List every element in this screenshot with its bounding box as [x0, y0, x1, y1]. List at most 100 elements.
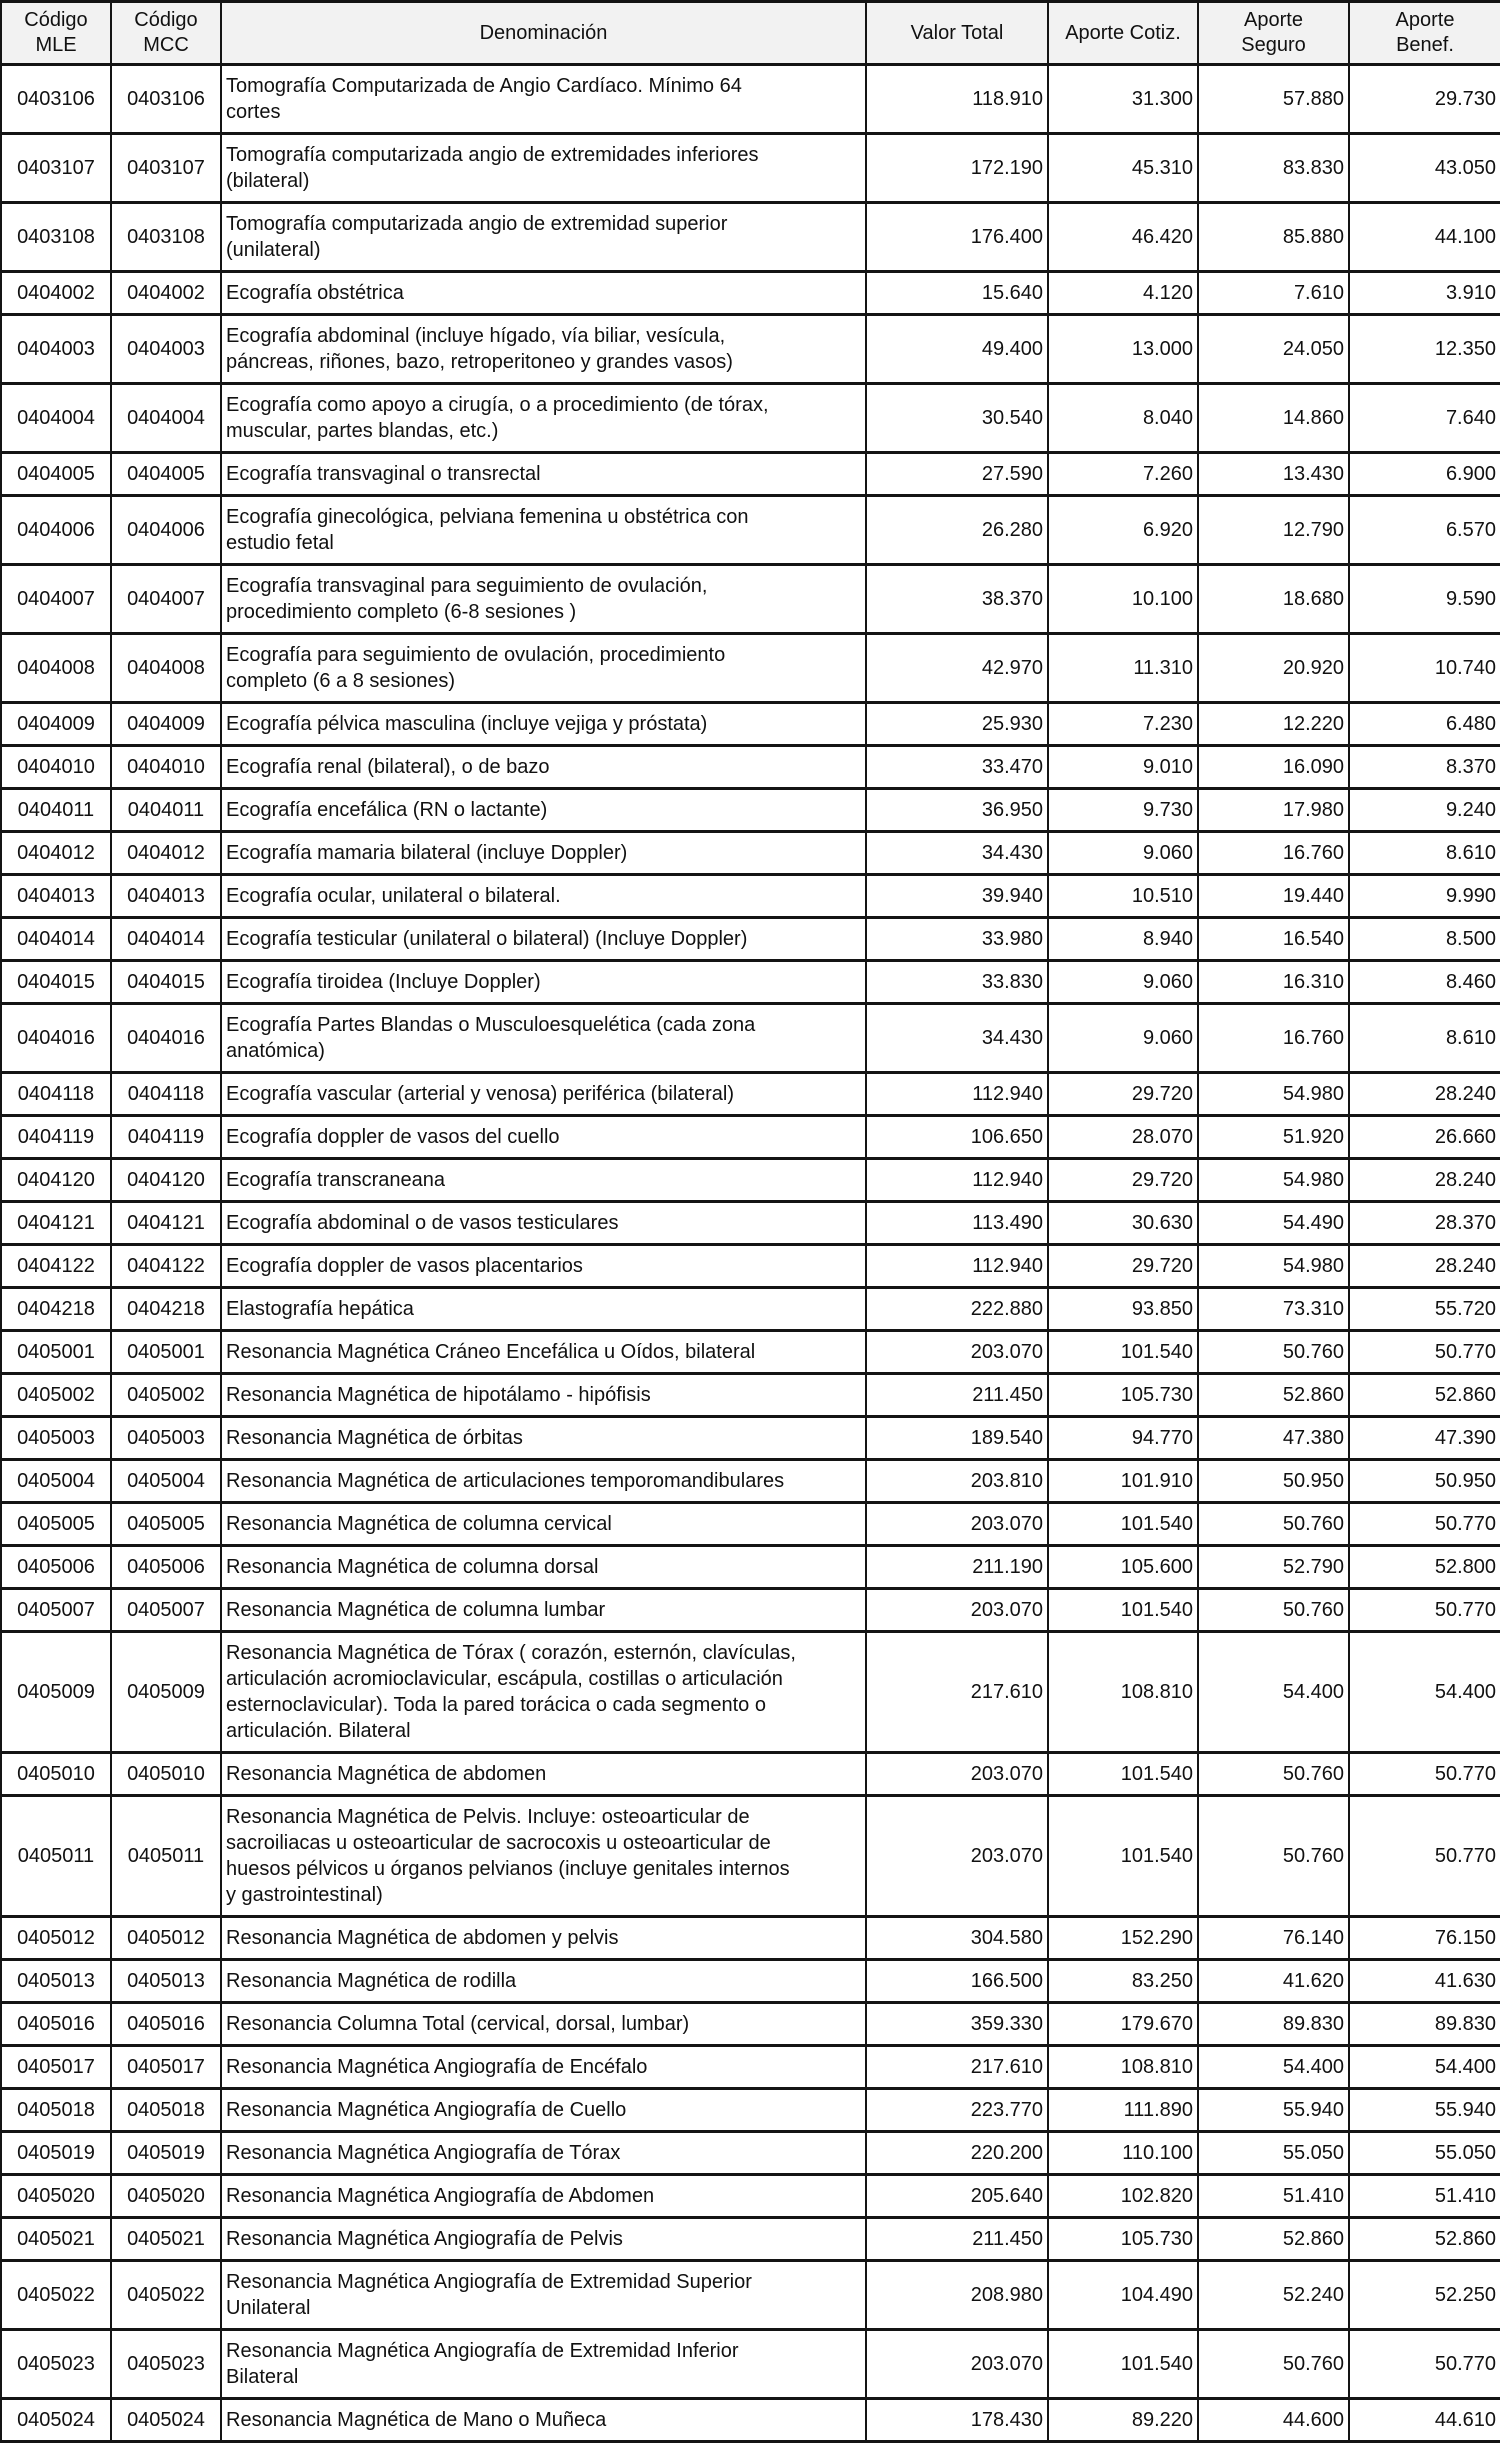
valor-total-cell: 359.330 — [865, 2001, 1049, 2047]
aporte-cotiz-cell: 94.770 — [1047, 1415, 1199, 1461]
column-header-valor-total: Valor Total — [865, 0, 1049, 66]
table-row: 0404015 0404015 Ecografía tiroidea (Incl… — [0, 959, 1500, 1005]
aporte-benef-cell: 6.900 — [1348, 451, 1500, 497]
aporte-seguro-cell: 24.050 — [1197, 313, 1350, 385]
aporte-cotiz-cell: 46.420 — [1047, 201, 1199, 273]
codigo-mle-cell: 0404008 — [0, 632, 112, 704]
table-row: 0404016 0404016 Ecografía Partes Blandas… — [0, 1002, 1500, 1074]
codigo-mle-cell: 0404009 — [0, 701, 112, 747]
codigo-mle-cell: 0405018 — [0, 2087, 112, 2133]
valor-total-cell: 33.980 — [865, 916, 1049, 962]
aporte-benef-cell: 6.480 — [1348, 701, 1500, 747]
aporte-cotiz-cell: 101.540 — [1047, 1751, 1199, 1797]
aporte-seguro-cell: 47.380 — [1197, 1415, 1350, 1461]
valor-total-cell: 112.940 — [865, 1243, 1049, 1289]
aporte-benef-cell: 52.800 — [1348, 1544, 1500, 1590]
aporte-cotiz-cell: 105.730 — [1047, 1372, 1199, 1418]
aporte-benef-cell: 52.860 — [1348, 1372, 1500, 1418]
codigo-mcc-cell: 0403107 — [110, 132, 222, 204]
column-header-aporte-cotiz: Aporte Cotiz. — [1047, 0, 1199, 66]
aporte-cotiz-cell: 105.730 — [1047, 2216, 1199, 2262]
codigo-mcc-cell: 0404122 — [110, 1243, 222, 1289]
aporte-cotiz-cell: 101.540 — [1047, 1794, 1199, 1918]
aporte-cotiz-cell: 10.100 — [1047, 563, 1199, 635]
denominacion-cell: Resonancia Magnética de órbitas — [220, 1415, 867, 1461]
aporte-cotiz-cell: 45.310 — [1047, 132, 1199, 204]
codigo-mle-cell: 0404010 — [0, 744, 112, 790]
table-row: 0404218 0404218 Elastografía hepática 22… — [0, 1286, 1500, 1332]
codigo-mle-cell: 0404016 — [0, 1002, 112, 1074]
aporte-seguro-cell: 16.760 — [1197, 830, 1350, 876]
denominacion-cell: Resonancia Magnética Angiografía de Encé… — [220, 2044, 867, 2090]
aporte-benef-cell: 54.400 — [1348, 1630, 1500, 1754]
codigo-mcc-cell: 0404005 — [110, 451, 222, 497]
codigo-mcc-cell: 0404006 — [110, 494, 222, 566]
aporte-seguro-cell: 50.760 — [1197, 1329, 1350, 1375]
codigo-mle-cell: 0405007 — [0, 1587, 112, 1633]
denominacion-cell: Ecografía para seguimiento de ovulación,… — [220, 632, 867, 704]
aporte-seguro-cell: 55.050 — [1197, 2130, 1350, 2176]
aporte-cotiz-cell: 29.720 — [1047, 1157, 1199, 1203]
denominacion-cell: Resonancia Magnética de rodilla — [220, 1958, 867, 2004]
denominacion-cell: Resonancia Magnética Angiografía de Abdo… — [220, 2173, 867, 2219]
aporte-cotiz-cell: 89.220 — [1047, 2397, 1199, 2443]
codigo-mle-cell: 0405021 — [0, 2216, 112, 2262]
table-row: 0404006 0404006 Ecografía ginecológica, … — [0, 494, 1500, 566]
table-body: 0403106 0403106 Tomografía Computarizada… — [0, 63, 1500, 2443]
aporte-seguro-cell: 16.540 — [1197, 916, 1350, 962]
table-row: 0405012 0405012 Resonancia Magnética de … — [0, 1915, 1500, 1961]
aporte-benef-cell: 9.590 — [1348, 563, 1500, 635]
codigo-mcc-cell: 0404008 — [110, 632, 222, 704]
aporte-benef-cell: 50.770 — [1348, 1751, 1500, 1797]
codigo-mcc-cell: 0405011 — [110, 1794, 222, 1918]
aporte-benef-cell: 89.830 — [1348, 2001, 1500, 2047]
codigo-mle-cell: 0405003 — [0, 1415, 112, 1461]
aporte-benef-cell: 54.400 — [1348, 2044, 1500, 2090]
codigo-mle-cell: 0404118 — [0, 1071, 112, 1117]
codigo-mle-cell: 0404011 — [0, 787, 112, 833]
aporte-cotiz-cell: 110.100 — [1047, 2130, 1199, 2176]
table-row: 0405021 0405021 Resonancia Magnética Ang… — [0, 2216, 1500, 2262]
valor-total-cell: 112.940 — [865, 1071, 1049, 1117]
table-row: 0405002 0405002 Resonancia Magnética de … — [0, 1372, 1500, 1418]
table-row: 0404005 0404005 Ecografía transvaginal o… — [0, 451, 1500, 497]
aporte-seguro-cell: 7.610 — [1197, 270, 1350, 316]
denominacion-cell: Ecografía tiroidea (Incluye Doppler) — [220, 959, 867, 1005]
codigo-mcc-cell: 0405020 — [110, 2173, 222, 2219]
aporte-seguro-cell: 52.860 — [1197, 1372, 1350, 1418]
aporte-cotiz-cell: 101.910 — [1047, 1458, 1199, 1504]
denominacion-cell: Resonancia Magnética de columna dorsal — [220, 1544, 867, 1590]
table-row: 0405007 0405007 Resonancia Magnética de … — [0, 1587, 1500, 1633]
aporte-benef-cell: 9.990 — [1348, 873, 1500, 919]
aporte-cotiz-cell: 104.490 — [1047, 2259, 1199, 2331]
aporte-cotiz-cell: 101.540 — [1047, 2328, 1199, 2400]
aporte-cotiz-cell: 28.070 — [1047, 1114, 1199, 1160]
denominacion-cell: Resonancia Magnética Angiografía de Extr… — [220, 2328, 867, 2400]
aporte-benef-cell: 6.570 — [1348, 494, 1500, 566]
column-header-aporte-benef: Aporte Benef. — [1348, 0, 1500, 66]
codigo-mcc-cell: 0403106 — [110, 63, 222, 135]
valor-total-cell: 220.200 — [865, 2130, 1049, 2176]
aporte-cotiz-cell: 152.290 — [1047, 1915, 1199, 1961]
aporte-cotiz-cell: 30.630 — [1047, 1200, 1199, 1246]
codigo-mcc-cell: 0404011 — [110, 787, 222, 833]
table-row: 0404009 0404009 Ecografía pélvica mascul… — [0, 701, 1500, 747]
aporte-cotiz-cell: 179.670 — [1047, 2001, 1199, 2047]
aporte-cotiz-cell: 93.850 — [1047, 1286, 1199, 1332]
aporte-benef-cell: 28.240 — [1348, 1071, 1500, 1117]
valor-total-cell: 203.070 — [865, 1587, 1049, 1633]
codigo-mcc-cell: 0404121 — [110, 1200, 222, 1246]
aporte-benef-cell: 50.770 — [1348, 2328, 1500, 2400]
valor-total-cell: 33.830 — [865, 959, 1049, 1005]
aporte-cotiz-cell: 13.000 — [1047, 313, 1199, 385]
table-row: 0404012 0404012 Ecografía mamaria bilate… — [0, 830, 1500, 876]
denominacion-cell: Ecografía ginecológica, pelviana femenin… — [220, 494, 867, 566]
aporte-benef-cell: 52.250 — [1348, 2259, 1500, 2331]
valor-total-cell: 203.070 — [865, 1329, 1049, 1375]
aporte-benef-cell: 7.640 — [1348, 382, 1500, 454]
denominacion-cell: Resonancia Columna Total (cervical, dors… — [220, 2001, 867, 2047]
table-row: 0404118 0404118 Ecografía vascular (arte… — [0, 1071, 1500, 1117]
codigo-mcc-cell: 0404004 — [110, 382, 222, 454]
codigo-mle-cell: 0405016 — [0, 2001, 112, 2047]
